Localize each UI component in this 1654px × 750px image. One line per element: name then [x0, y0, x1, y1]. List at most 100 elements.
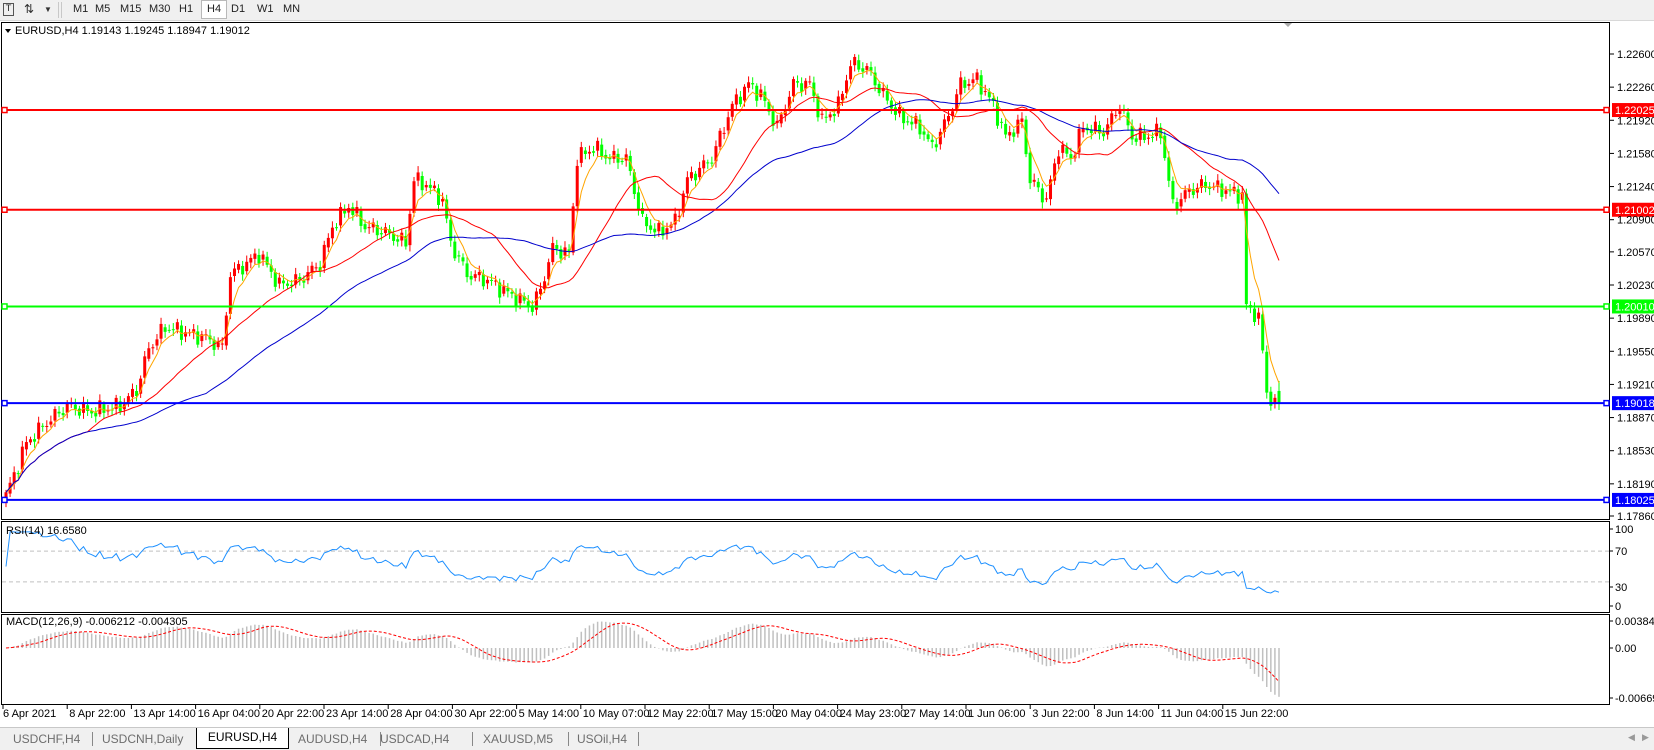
candle-body	[416, 172, 420, 181]
candle-body	[477, 271, 481, 276]
time-axis-label: 1 Jun 06:00	[968, 708, 1026, 720]
candle-body	[820, 113, 824, 115]
tab-usoil-h4[interactable]: USOil,H4	[577, 732, 628, 746]
text-tool-icon[interactable]: T	[3, 3, 14, 16]
period-button-m15[interactable]: M15	[120, 3, 142, 15]
candle-body	[840, 93, 844, 101]
tab-audusd-h4[interactable]: AUDUSD,H4	[298, 732, 368, 746]
level-handle[interactable]	[1603, 206, 1610, 214]
period-button-mn[interactable]: MN	[283, 3, 301, 15]
candle-body	[906, 121, 910, 123]
candle-body	[118, 401, 122, 412]
period-button-m1[interactable]: M1	[73, 3, 89, 15]
candle-body	[94, 412, 98, 417]
tab-usdcad-h4[interactable]: USDCAD,H4	[380, 732, 450, 746]
candle-body	[98, 400, 102, 415]
chart-window[interactable]: 1.22025 1.21002 1.20010 1.19018 1.18025 1.226…	[0, 20, 1654, 727]
rsi-axis-label: 30	[1615, 582, 1627, 594]
level-handle[interactable]	[1, 303, 8, 310]
time-axis-label: 16 Apr 04:00	[198, 708, 260, 720]
candle-body	[241, 265, 245, 275]
candle-body	[947, 115, 951, 122]
candle-body	[1204, 181, 1208, 188]
candle-body	[498, 282, 502, 298]
period-button-d1[interactable]: D1	[231, 3, 246, 15]
tab-eurusd-h4[interactable]: EURUSD,H4	[196, 728, 289, 749]
candle-body	[1049, 179, 1053, 200]
candle-body	[767, 101, 771, 112]
candle-body	[73, 404, 77, 410]
dropdown-triangle-icon[interactable]	[5, 29, 11, 33]
price-axis-label: 1.20230	[1617, 280, 1654, 292]
candle-body	[290, 284, 294, 287]
candle-body	[575, 165, 579, 207]
candle-body	[334, 227, 338, 229]
candle-body	[322, 244, 326, 268]
candle-body	[1089, 129, 1093, 134]
chevron-down-icon[interactable]: ▼	[44, 5, 52, 14]
time-axis-label: 30 Apr 22:00	[454, 708, 516, 720]
level-handle[interactable]	[1, 106, 8, 114]
level-handle[interactable]	[1603, 399, 1610, 407]
candle-body	[106, 410, 110, 412]
candle-body	[1036, 181, 1040, 188]
level-handle[interactable]	[1603, 303, 1610, 310]
candle-body	[449, 219, 453, 241]
rsi-label: RSI(14) 16.6580	[6, 525, 87, 537]
candle-body	[1191, 189, 1195, 195]
tab-usdchf-h4[interactable]: USDCHF,H4	[13, 732, 81, 746]
candle-body	[1069, 154, 1073, 159]
candle-body	[1110, 113, 1114, 125]
candle-body	[412, 181, 416, 213]
candle-body	[1106, 124, 1110, 135]
candle-body	[86, 405, 90, 411]
candle-body	[951, 111, 955, 117]
candle-body	[722, 132, 726, 134]
chart-shift-marker-icon[interactable]	[1284, 23, 1292, 27]
level-handle[interactable]	[1, 496, 8, 504]
macd-axis-label: 0.00	[1615, 643, 1636, 655]
candle-body	[167, 329, 171, 331]
candle-body	[1179, 199, 1183, 207]
tab-usdcnh-daily[interactable]: USDCNH,Daily	[102, 732, 184, 746]
candle-body	[1008, 132, 1012, 136]
candle-body	[1057, 156, 1061, 165]
price-axis-label: 1.18870	[1617, 413, 1654, 425]
tab-xauusd-m5[interactable]: XAUUSD,M5	[483, 732, 554, 746]
candle-body	[1175, 201, 1179, 210]
period-button-m30[interactable]: M30	[149, 3, 171, 15]
candle-body	[1146, 137, 1150, 139]
level-handle[interactable]	[1, 399, 8, 407]
rsi-axis-label: 0	[1615, 601, 1621, 613]
candle-body	[196, 331, 200, 345]
candle-body	[689, 172, 693, 179]
arrows-tool-icon[interactable]: ⇅	[24, 2, 35, 16]
candle-body	[1159, 127, 1163, 139]
level-handle[interactable]	[1, 206, 8, 214]
candle-body	[277, 277, 281, 284]
scroll-left-icon[interactable]: ◀	[1628, 732, 1635, 742]
period-button-h4[interactable]: H4	[201, 0, 228, 19]
candle-body	[24, 442, 28, 450]
candle-body	[424, 185, 428, 188]
candle-body	[995, 102, 999, 126]
period-button-w1[interactable]: W1	[257, 3, 274, 15]
candle-body	[861, 68, 865, 72]
time-axis-label: 27 May 14:00	[904, 708, 971, 720]
candle-body	[1044, 198, 1048, 200]
level-handle[interactable]	[1603, 496, 1610, 504]
level-handle[interactable]	[1603, 106, 1610, 114]
candle-body	[628, 155, 632, 171]
candle-body	[139, 378, 143, 394]
candle-body	[1040, 188, 1044, 203]
scroll-right-icon[interactable]: ▶	[1642, 732, 1649, 742]
candle-body	[1244, 193, 1248, 305]
rsi-pane	[1, 521, 1610, 613]
candle-body	[853, 56, 857, 66]
period-button-m5[interactable]: M5	[95, 3, 111, 15]
period-button-h1[interactable]: H1	[179, 3, 194, 15]
chart-title: EURUSD,H4 1.19143 1.19245 1.18947 1.1901…	[15, 25, 250, 37]
candle-body	[383, 227, 387, 234]
candle-body	[457, 255, 461, 257]
candle-body	[922, 131, 926, 135]
